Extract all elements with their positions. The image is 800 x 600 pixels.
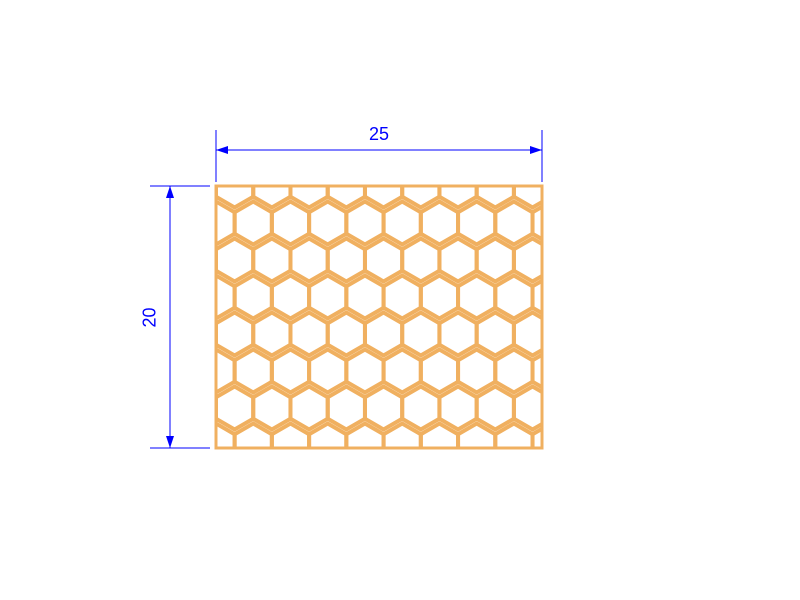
- honeycomb-cell: [495, 424, 532, 467]
- honeycomb-cell: [235, 424, 272, 467]
- honeycomb-cell: [309, 350, 346, 393]
- honeycomb-cell: [458, 202, 495, 245]
- honeycomb-cell: [384, 202, 421, 245]
- honeycomb-cell: [328, 387, 365, 430]
- width-dimension-label: 25: [364, 124, 394, 145]
- honeycomb-cell: [179, 313, 216, 356]
- honeycomb-cell: [477, 313, 514, 356]
- honeycomb-cell: [551, 165, 588, 208]
- honeycomb-cell: [551, 239, 588, 282]
- honeycomb-cell: [160, 202, 197, 245]
- honeycomb-cell: [253, 239, 290, 282]
- honeycomb-cell: [402, 461, 439, 504]
- svg-layer: [0, 0, 800, 600]
- honeycomb-cell: [402, 387, 439, 430]
- honeycomb-cell: [216, 239, 253, 282]
- honeycomb-cell: [514, 461, 551, 504]
- honeycomb-cell: [346, 424, 383, 467]
- honeycomb-cell: [179, 387, 216, 430]
- honeycomb-cell: [216, 461, 253, 504]
- honeycomb-cell: [458, 128, 495, 171]
- honeycomb-cell: [309, 128, 346, 171]
- honeycomb-cell: [235, 128, 272, 171]
- honeycomb-cell: [551, 461, 588, 504]
- honeycomb-cell: [421, 276, 458, 319]
- honeycomb-cell: [384, 350, 421, 393]
- honeycomb-cell: [365, 387, 402, 430]
- honeycomb-cell: [495, 128, 532, 171]
- honeycomb-cell: [477, 387, 514, 430]
- honeycomb-cell: [514, 313, 551, 356]
- honeycomb-cell: [533, 276, 570, 319]
- honeycomb-cell: [328, 239, 365, 282]
- honeycomb-cell: [216, 387, 253, 430]
- honeycomb-cell: [458, 276, 495, 319]
- honeycomb-cell: [290, 461, 327, 504]
- honeycomb-cell: [533, 350, 570, 393]
- honeycomb-cell: [421, 350, 458, 393]
- honeycomb-cell: [235, 202, 272, 245]
- honeycomb-cell: [514, 239, 551, 282]
- honeycomb-cell: [551, 313, 588, 356]
- honeycomb-cell: [421, 128, 458, 171]
- honeycomb-cell: [533, 424, 570, 467]
- honeycomb-cell: [235, 276, 272, 319]
- honeycomb-cell: [514, 387, 551, 430]
- honeycomb-cell: [439, 461, 476, 504]
- honeycomb-cell: [253, 387, 290, 430]
- honeycomb-cell: [402, 313, 439, 356]
- honeycomb-cell: [272, 202, 309, 245]
- honeycomb-cell: [309, 202, 346, 245]
- honeycomb-cell: [272, 350, 309, 393]
- diagram-canvas: 25 20: [0, 0, 800, 600]
- honeycomb-cell: [290, 239, 327, 282]
- honeycomb-cell: [384, 424, 421, 467]
- honeycomb-cell: [160, 128, 197, 171]
- height-dimension-label: 20: [140, 303, 161, 333]
- honeycomb-cell: [477, 461, 514, 504]
- honeycomb-cell: [551, 387, 588, 430]
- honeycomb-cell: [290, 313, 327, 356]
- honeycomb-cell: [458, 350, 495, 393]
- honeycomb-cell: [216, 313, 253, 356]
- honeycomb-cell: [495, 350, 532, 393]
- honeycomb-cell: [179, 461, 216, 504]
- honeycomb-cell: [365, 239, 402, 282]
- honeycomb-cell: [365, 313, 402, 356]
- honeycomb-cell: [495, 276, 532, 319]
- honeycomb-cell: [272, 424, 309, 467]
- honeycomb-cell: [235, 350, 272, 393]
- honeycomb-cell: [272, 128, 309, 171]
- honeycomb-cell: [346, 350, 383, 393]
- honeycomb-cell: [160, 276, 197, 319]
- honeycomb-cell: [439, 387, 476, 430]
- honeycomb-cell: [328, 313, 365, 356]
- honeycomb-cell: [253, 313, 290, 356]
- honeycomb-cell: [309, 276, 346, 319]
- honeycomb-cell: [384, 276, 421, 319]
- honeycomb-cell: [179, 239, 216, 282]
- honeycomb-cell: [160, 424, 197, 467]
- honeycomb-cell: [328, 461, 365, 504]
- honeycomb-cell: [253, 461, 290, 504]
- honeycomb-cell: [477, 239, 514, 282]
- honeycomb-cell: [421, 424, 458, 467]
- honeycomb-cell: [346, 276, 383, 319]
- honeycomb-cell: [272, 276, 309, 319]
- honeycomb-cell: [309, 424, 346, 467]
- honeycomb-cell: [365, 461, 402, 504]
- honeycomb-cell: [160, 350, 197, 393]
- honeycomb-cell: [346, 202, 383, 245]
- honeycomb-cell: [402, 239, 439, 282]
- honeycomb-cell: [495, 202, 532, 245]
- honeycomb-cell: [458, 424, 495, 467]
- honeycomb-cell: [533, 202, 570, 245]
- honeycomb-cell: [290, 387, 327, 430]
- honeycomb-cell: [421, 202, 458, 245]
- honeycomb-cell: [439, 239, 476, 282]
- honeycomb-cell: [439, 313, 476, 356]
